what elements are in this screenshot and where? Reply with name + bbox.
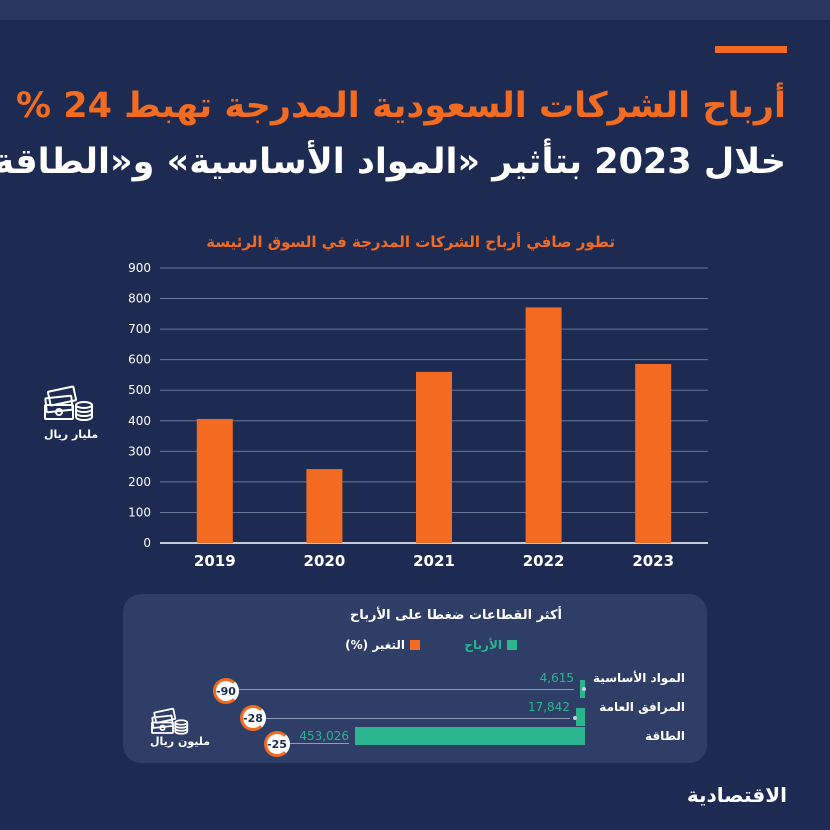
x-tick-label: 2020 [304,552,346,570]
bar [525,307,562,543]
x-tick-label: 2019 [194,552,236,570]
profit-value-materials: 4,615 [539,671,574,685]
x-tick-label: 2021 [413,552,455,570]
x-tick-label: 2023 [632,552,674,570]
y-tick-label: 700 [128,322,151,336]
profit-value-utilities: 17,842 [527,700,570,714]
y-tick-label: 200 [128,475,151,489]
change-badge-energy: -25 [264,731,290,757]
leader-dot-materials [582,687,586,691]
panel-title: أكثر القطاعات ضغطا على الأرباح [349,608,562,623]
chart-title: تطور صافي أرباح الشركات المدرجة في السوق… [206,233,615,251]
legend-change: التغير (%) [345,638,420,652]
headline-line-2: خلال 2023 بتأثير «المواد الأساسية» و«الط… [0,142,786,182]
legend-profits-label: الأرباح [464,638,502,652]
money-stack-icon-small [151,707,189,735]
headline-line-1: أرباح الشركات السعودية المدرجة تهبط 24 % [16,86,786,126]
y-tick-label: 600 [128,353,151,367]
leader-line-materials [239,689,574,690]
panel-unit-label: مليون ريال [150,735,211,748]
legend-profits: الأرباح [464,638,517,652]
leader-line-energy [290,743,349,744]
leader-dot-utilities [573,716,577,720]
sector-name-energy: الطاقة [645,729,685,743]
bar-chart: 0 100 200 300 400 500 600 700 800 900 2019 2020 2021… [128,261,708,570]
sector-name-utilities: المرافق العامة [599,700,685,714]
accent-bar [715,46,787,53]
money-stack-icon [44,385,93,421]
profit-value-energy: 453,026 [299,729,349,743]
y-tick-label: 800 [128,292,151,306]
y-tick-label: 100 [128,505,151,519]
bar [635,363,672,543]
legend-change-label: التغير (%) [345,638,405,652]
bar [416,371,452,543]
y-tick-label: 300 [128,444,151,458]
y-unit-label: مليار ريال [44,428,99,441]
leader-line-utilities [266,718,570,719]
change-badge-utilities: -28 [240,705,266,731]
y-tick-label: 500 [128,383,151,397]
legend-swatch-change [410,640,420,650]
bar [196,418,233,543]
legend-swatch-profits [507,640,517,650]
profit-bar-utilities [575,708,585,726]
change-badge-materials: -90 [213,678,239,704]
profit-bar-energy [355,727,585,745]
sectors-panel: أكثر القطاعات ضغطا على الأرباح التغير (%… [123,594,707,763]
y-tick-label: 900 [128,261,151,275]
sector-name-materials: المواد الأساسية [593,671,685,685]
top-band [0,0,830,20]
y-tick-label: 0 [143,536,151,550]
bar [306,469,343,543]
y-tick-label: 400 [128,414,151,428]
x-tick-label: 2022 [523,552,565,570]
publisher-logo: الاقتصادية [686,783,788,807]
